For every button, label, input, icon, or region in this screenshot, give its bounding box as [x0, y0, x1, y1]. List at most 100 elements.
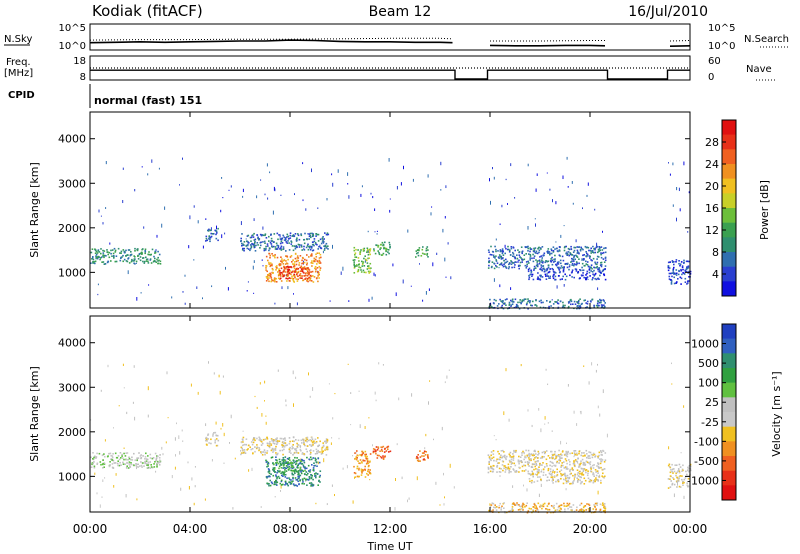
speckle-mark [444, 496, 445, 499]
echo-cell [293, 235, 295, 238]
echo-cell [597, 463, 600, 466]
speckle-mark [230, 185, 232, 188]
echo-cell [502, 302, 505, 305]
echo-cell [562, 275, 564, 278]
speckle-mark [573, 410, 575, 414]
echo-cell [424, 454, 427, 456]
speckle-mark [447, 242, 449, 245]
echo-cell [495, 265, 497, 267]
echo-cell [315, 475, 317, 477]
echo-cell [270, 481, 273, 483]
echo-cell [678, 485, 681, 488]
echo-cell [600, 301, 602, 304]
echo-cell [581, 266, 583, 269]
echo-cell [535, 250, 538, 253]
echo-cell [582, 468, 584, 470]
echo-cell [302, 267, 304, 270]
echo-cell [325, 247, 328, 249]
echo-cell [111, 455, 114, 457]
echo-cell [281, 449, 284, 452]
speckle-mark [140, 292, 142, 294]
echo-cell [541, 246, 544, 248]
echo-cell [295, 470, 298, 472]
echo-cell [368, 267, 371, 269]
echo-cell [516, 254, 518, 256]
echo-cell [294, 247, 297, 250]
echo-cell [420, 255, 423, 257]
echo-cell [142, 260, 144, 263]
echo-cell [511, 266, 513, 269]
echo-cell [558, 449, 560, 452]
echo-cell [512, 301, 515, 303]
echo-cell [135, 465, 138, 468]
echo-cell [686, 484, 689, 487]
echo-cell [277, 271, 279, 273]
echo-cell [564, 304, 566, 307]
echo-cell [551, 256, 553, 259]
echo-cell [535, 259, 537, 261]
echo-cell [550, 249, 553, 252]
speckle-mark [425, 291, 427, 295]
echo-cell [120, 252, 122, 254]
echo-cell [528, 300, 530, 302]
echo-cell [679, 466, 682, 468]
echo-cell [99, 258, 101, 261]
echo-cell [554, 278, 557, 281]
echo-cell [300, 463, 303, 465]
echo-cell [301, 469, 303, 472]
echo-cell [284, 437, 286, 439]
echo-cell [560, 477, 562, 480]
echo-cell [681, 478, 683, 481]
echo-cell [604, 278, 607, 281]
echo-cell [559, 271, 561, 273]
echo-cell [498, 257, 500, 259]
echo-cell [568, 248, 571, 251]
echo-cell [113, 256, 115, 258]
echo-cell [311, 265, 313, 267]
speckle-mark [569, 264, 571, 266]
echo-cell [159, 460, 162, 463]
echo-cell [104, 263, 107, 265]
echo-cell [503, 467, 505, 469]
echo-cell [292, 278, 294, 281]
echo-cell [563, 474, 566, 476]
echo-cell [319, 481, 321, 483]
echo-cell [302, 279, 305, 281]
echo-cell [311, 444, 313, 447]
echo-cell [290, 452, 292, 454]
echo-cell [275, 438, 277, 440]
echo-cell [581, 247, 583, 250]
echo-cell [279, 242, 282, 245]
echo-cell [503, 456, 506, 458]
echo-cell [520, 257, 522, 259]
echo-cell [291, 261, 293, 263]
echo-cell [111, 463, 114, 465]
echo-cell [601, 249, 604, 251]
echo-cell [369, 248, 372, 250]
echo-cell [321, 451, 324, 454]
echo-cell [299, 275, 302, 277]
echo-cell [292, 277, 295, 280]
noise-panel: N.Sky 10^5 10^0 N.Search 10^5 10^0 [4, 23, 790, 52]
echo-cell [283, 274, 285, 276]
echo-cell [501, 460, 504, 462]
echo-cell [109, 464, 111, 466]
speckle-mark [283, 235, 285, 238]
echo-cell [554, 275, 557, 278]
colorbar-swatch [722, 222, 736, 238]
echo-cell [680, 269, 682, 272]
echo-cell [575, 261, 578, 263]
echo-cell [681, 266, 684, 269]
echo-cell [303, 453, 305, 455]
echo-cell [119, 461, 121, 464]
echo-cell [602, 472, 604, 475]
echo-cell [547, 252, 549, 254]
echo-cell [591, 259, 593, 262]
echo-cell [320, 256, 322, 259]
echo-cell [424, 459, 426, 461]
echo-cell [297, 480, 299, 483]
echo-cell [260, 241, 262, 244]
echo-cell [519, 456, 522, 458]
echo-cell [498, 254, 501, 256]
speckle-mark [216, 225, 217, 230]
